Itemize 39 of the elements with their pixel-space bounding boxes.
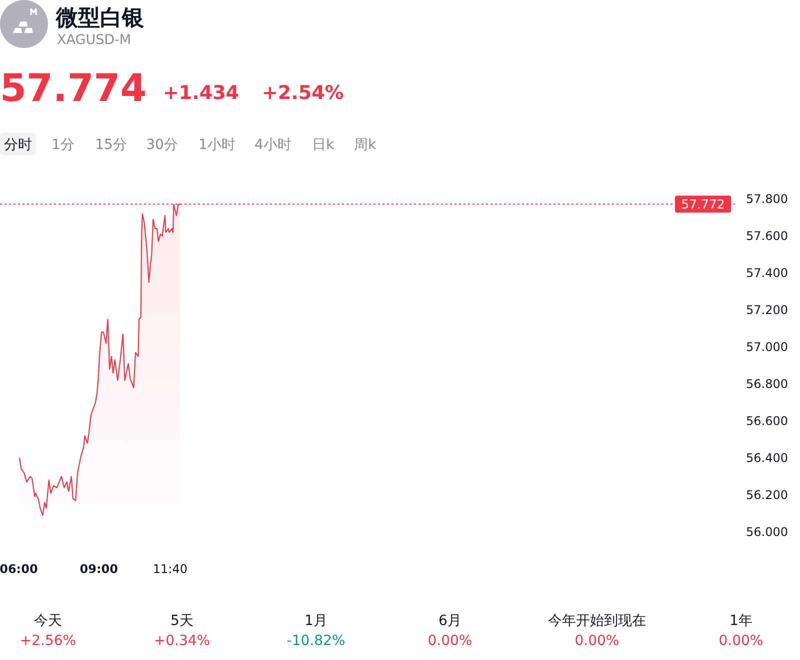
text: 周k xyxy=(354,137,377,153)
text: 15分 xyxy=(95,137,127,153)
text: 57.774 xyxy=(0,66,147,110)
text: 1年 xyxy=(730,613,752,629)
chart-title: 微型白银 xyxy=(55,6,145,31)
chart-subtitle: XAGUSD-M xyxy=(57,32,132,48)
text: +2.54% xyxy=(262,82,344,104)
text: +0.34% xyxy=(154,633,210,649)
text: 30分 xyxy=(146,137,178,153)
text: +1.434 xyxy=(163,82,240,104)
x-tick-label: 09:00 xyxy=(80,562,118,576)
text: -10.82% xyxy=(286,633,346,649)
text: 今年开始到现在 xyxy=(548,613,646,629)
text: 1分 xyxy=(52,137,74,153)
text: 5天 xyxy=(170,613,194,629)
x-tick-label: 06:00 xyxy=(0,562,38,576)
text: 今天 xyxy=(34,613,62,629)
y-tick-label: 56.000 xyxy=(746,525,788,539)
y-tick-label: 56.600 xyxy=(746,414,788,428)
y-tick-label: 57.600 xyxy=(746,229,788,243)
y-tick-label: 57.400 xyxy=(746,266,788,280)
text: 日k xyxy=(312,137,335,153)
text: 0.00% xyxy=(428,633,472,649)
text: 1月 xyxy=(304,613,328,629)
text: 1小时 xyxy=(198,137,236,153)
y-tick-label: 57.200 xyxy=(746,303,788,317)
y-tick-label: 56.800 xyxy=(746,377,788,391)
y-tick-label: 56.400 xyxy=(746,451,788,465)
x-tick-label: 11:40 xyxy=(152,562,188,576)
text: +2.56% xyxy=(20,633,76,649)
text: 6月 xyxy=(438,613,462,629)
text: 0.00% xyxy=(718,633,764,649)
text: 分时 xyxy=(4,137,32,153)
y-tick-label: 57.800 xyxy=(746,192,788,206)
y-tick-label: 57.000 xyxy=(746,340,788,354)
y-tick-label: 56.200 xyxy=(746,488,788,502)
text: 0.00% xyxy=(574,633,620,649)
text: 4小时 xyxy=(254,137,292,153)
ref-line-label: 57.772 xyxy=(681,196,725,212)
